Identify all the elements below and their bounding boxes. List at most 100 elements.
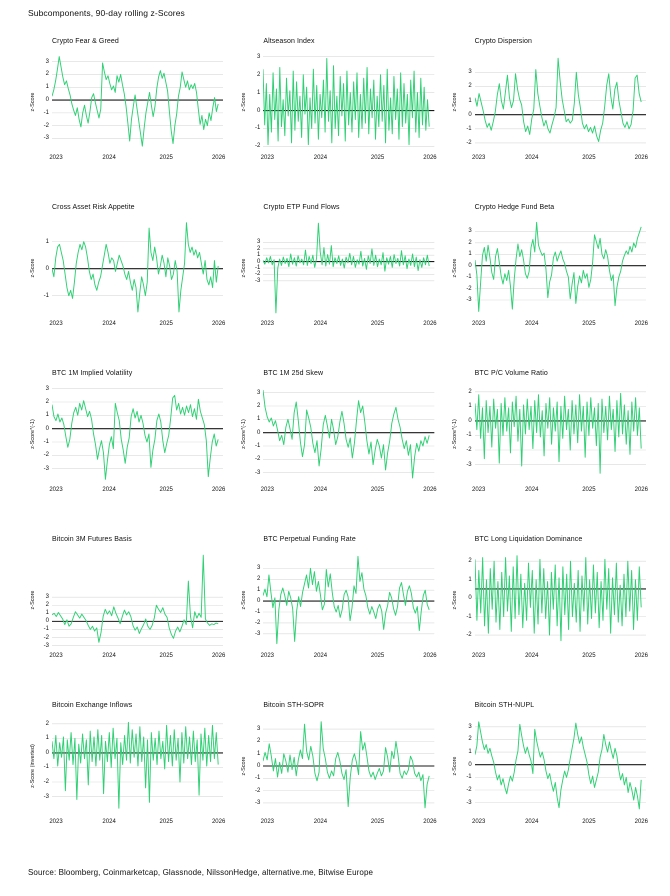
chart-panel-btc-1m-implied-volatility: BTC 1M Implied Volatility z-Score*(-1) 3 2 1…: [28, 362, 226, 528]
x-axis-ticks: 2023 2024 2025 2026: [261, 653, 437, 665]
x-tick-label: 2024: [313, 653, 328, 659]
y-axis-ticks: 2 1 0 -1 -2 -3: [37, 718, 52, 814]
y-tick-label: -1: [254, 775, 261, 782]
y-tick-label: 2: [45, 71, 49, 78]
chart-svg: [263, 721, 435, 809]
x-tick-label: 2025: [370, 321, 385, 327]
x-axis-ticks: 2023 2024 2025 2026: [472, 819, 648, 831]
series-line: [52, 222, 219, 313]
chart-plot-area: [52, 718, 224, 814]
x-tick-label: 2026: [423, 321, 437, 327]
y-tick-label: 3: [468, 69, 472, 76]
chart-title: Cross Asset Risk Appetite: [52, 204, 135, 211]
y-tick-label: -1: [254, 125, 261, 132]
chart-plot-area: [263, 386, 435, 482]
y-axis-ticks: 3 2 1 0 -1 -2 -3: [248, 718, 263, 814]
x-tick-label: 2023: [49, 653, 63, 659]
series-line: [52, 394, 219, 480]
series-line: [52, 56, 219, 147]
x-tick-label: 2026: [423, 487, 437, 493]
y-tick-label: 0: [45, 749, 49, 756]
y-tick-label: -1: [43, 439, 49, 445]
y-tick-label: 0: [256, 107, 261, 114]
y-tick-label: -2: [43, 779, 49, 785]
x-tick-label: 2025: [582, 819, 596, 825]
chart-title: BTC Long Liquidation Dominance: [474, 536, 583, 543]
chart-title: Bitcoin STH-NUPL: [474, 702, 535, 709]
y-tick-label: -3: [254, 469, 261, 476]
y-tick-label: 1: [256, 587, 261, 594]
x-tick-label: 2025: [159, 155, 173, 161]
y-tick-label: -2: [254, 271, 261, 278]
y-axis-ticks: 2 1 0 -1 -2 -3: [460, 386, 475, 482]
chart-plot-area: [263, 718, 435, 814]
y-tick-label: -2: [466, 285, 472, 292]
x-tick-label: 2025: [582, 653, 596, 659]
chart-plot-area: [52, 220, 224, 316]
x-tick-label: 2025: [582, 155, 596, 161]
y-tick-label: 0: [45, 97, 49, 104]
series-line: [474, 221, 642, 312]
series-line: [263, 222, 430, 314]
x-tick-label: 2024: [525, 487, 539, 493]
y-axis-ticks: 3 2 1 0 -1 -2 -3: [248, 552, 263, 648]
chart-panel-crypto-dispersion: Crypto Dispersion z-Score 3 2 1 0 -1 -2 2023 2024…: [451, 30, 648, 196]
y-tick-label: 2: [468, 736, 472, 743]
chart-plot-area: [474, 552, 646, 648]
chart-svg: [52, 56, 224, 147]
y-axis-ticks: 3 2 1 0 -1 -2 -3: [37, 386, 52, 482]
chart-title: BTC 1M 25d Skew: [263, 370, 324, 377]
source-note: Source: Bloomberg, Coinmarketcap, Glassn…: [28, 868, 374, 877]
x-tick-label: 2026: [211, 653, 226, 659]
y-tick-label: 1: [45, 238, 49, 245]
y-tick-label: 0: [468, 761, 472, 768]
y-tick-label: 3: [256, 565, 261, 572]
chart-svg: [474, 721, 646, 810]
series-line: [263, 555, 430, 645]
y-axis-label: z-Score: [452, 590, 459, 610]
y-tick-label: -3: [43, 465, 49, 472]
y-tick-label: -1: [254, 265, 261, 271]
y-tick-label: 2: [256, 403, 261, 409]
chart-plot-area: [474, 54, 646, 150]
y-tick-label: -2: [43, 452, 49, 459]
y-tick-label: -3: [466, 297, 472, 303]
x-tick-label: 2024: [102, 487, 116, 493]
x-tick-label: 2026: [211, 819, 226, 825]
x-tick-label: 2024: [313, 321, 328, 327]
y-axis-label: z-Score (inverted): [29, 744, 36, 788]
y-axis-label: z-Score: [452, 258, 459, 278]
y-tick-label: -1: [254, 443, 261, 449]
y-tick-label: 0: [45, 618, 49, 625]
y-tick-label: -3: [254, 630, 261, 637]
y-tick-label: -1: [466, 613, 472, 620]
x-tick-label: 2023: [49, 155, 63, 161]
y-tick-label: -1: [466, 432, 472, 439]
chart-panel-cross-asset-risk-appetite: Cross Asset Risk Appetite z-Score 1 0 -1 2023…: [28, 196, 226, 362]
x-tick-label: 2026: [423, 653, 437, 659]
y-axis-label: z-Score: [240, 92, 247, 112]
y-axis-ticks: 3 2 1 0 -1 -2: [248, 54, 263, 150]
y-tick-label: 2: [468, 239, 472, 246]
x-tick-label: 2025: [582, 487, 596, 493]
y-tick-label: 1: [468, 251, 472, 258]
chart-plot-area: [52, 552, 224, 648]
x-axis-ticks: 2023 2024 2025 2026: [472, 487, 648, 499]
chart-plot-area: [474, 220, 646, 316]
y-tick-label: 2: [256, 576, 261, 583]
y-tick-label: 3: [256, 726, 261, 733]
chart-plot-area: [52, 54, 224, 150]
series-line: [263, 58, 430, 146]
y-tick-label: 3: [468, 228, 472, 235]
chart-plot-area: [263, 220, 435, 316]
y-tick-label: 3: [45, 594, 49, 601]
y-tick-label: -3: [254, 799, 261, 806]
chart-svg: [263, 56, 435, 147]
x-tick-label: 2023: [260, 321, 275, 327]
chart-panel-crypto-hedge-fund-beta: Crypto Hedge Fund Beta z-Score 3 2 1 0 -1 -2 -3 2…: [451, 196, 648, 362]
x-tick-label: 2026: [634, 819, 648, 825]
y-tick-label: -1: [43, 764, 49, 771]
y-axis-label: z-Score: [452, 92, 459, 112]
x-tick-label: 2024: [102, 653, 116, 659]
x-tick-label: 2024: [525, 155, 539, 161]
